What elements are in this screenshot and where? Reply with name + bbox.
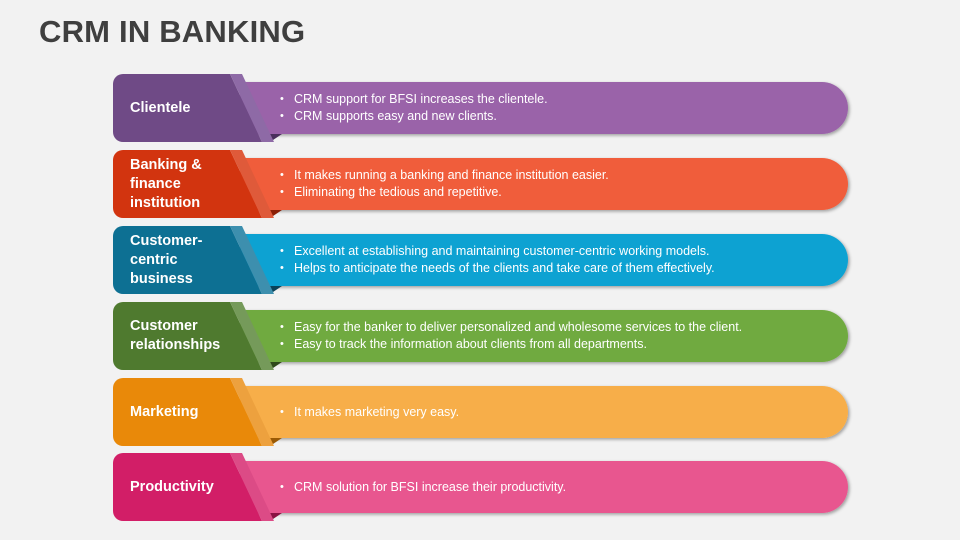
row-label: Clientele — [130, 99, 191, 116]
bullet-item: Eliminating the tedious and repetitive. — [280, 184, 840, 201]
crm-row: Clientele CRM support for BFSI increases … — [0, 74, 960, 144]
row-label: Marketing — [130, 403, 199, 420]
diagonal-stripe — [230, 378, 274, 446]
bullet-list: Excellent at establishing and maintainin… — [280, 234, 840, 286]
bullet-item: It makes running a banking and finance i… — [280, 167, 840, 184]
bullet-list: It makes marketing very easy. — [280, 386, 840, 438]
bullet-list: Easy for the banker to deliver personali… — [280, 310, 840, 362]
diagonal-stripe — [230, 150, 274, 218]
bullet-list: CRM solution for BFSI increase their pro… — [280, 461, 840, 513]
bullet-item: CRM solution for BFSI increase their pro… — [280, 479, 840, 496]
bullet-item: Easy for the banker to deliver personali… — [280, 319, 840, 336]
crm-row: Banking & finance institution It makes ru… — [0, 150, 960, 220]
label-block — [113, 302, 262, 370]
label-block — [113, 226, 262, 294]
row-label: Productivity — [130, 478, 214, 495]
bullet-list: It makes running a banking and finance i… — [280, 158, 840, 210]
row-label: Customer- centric business — [130, 232, 203, 287]
label-block — [113, 453, 262, 521]
bullet-item: It makes marketing very easy. — [280, 404, 840, 421]
crm-row: Productivity CRM solution for BFSI increa… — [0, 453, 960, 523]
bullet-item: CRM supports easy and new clients. — [280, 108, 840, 125]
bullet-item: Easy to track the information about clie… — [280, 336, 840, 353]
row-label: Customer relationships — [130, 318, 221, 353]
diagonal-stripe — [230, 302, 274, 370]
bullet-list: CRM support for BFSI increases the clien… — [280, 82, 840, 134]
crm-row: Marketing It makes marketing very easy. — [0, 378, 960, 448]
bullet-item: CRM support for BFSI increases the clien… — [280, 91, 840, 108]
page-title: CRM IN BANKING — [39, 14, 306, 49]
row-label: Banking & finance institution — [130, 156, 202, 211]
diagonal-stripe — [230, 226, 274, 294]
bullet-item: Excellent at establishing and maintainin… — [280, 243, 840, 260]
diagonal-stripe — [230, 453, 274, 521]
crm-row: Customer relationships Easy for the banke… — [0, 302, 960, 372]
diagonal-stripe — [230, 74, 274, 142]
bullet-item: Helps to anticipate the needs of the cli… — [280, 260, 840, 277]
label-block — [113, 378, 262, 446]
label-block — [113, 74, 262, 142]
crm-row: Customer- centric business Excellent at e… — [0, 226, 960, 296]
label-block — [113, 150, 262, 218]
